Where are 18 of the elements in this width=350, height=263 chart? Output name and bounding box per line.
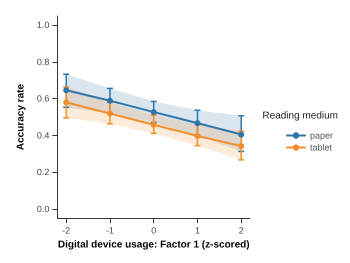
- legend-label: paper: [310, 130, 334, 140]
- point: [238, 143, 244, 150]
- y-tick-label: 0.0: [36, 204, 50, 214]
- x-axis-title: Digital device usage: Factor 1 (z-scored): [58, 240, 250, 250]
- x-tick-label: 0: [151, 226, 156, 236]
- y-tick-label: 0.8: [36, 56, 50, 67]
- y-tick-label: 0.2: [36, 167, 50, 178]
- y-axis-title: Accuracy rate: [16, 84, 26, 150]
- legend-label: tablet: [310, 142, 332, 152]
- y-tick-label: 0.4: [36, 130, 50, 140]
- x-tick-label: -1: [106, 226, 114, 236]
- y-tick-label: 1.0: [36, 20, 50, 30]
- x-tick-label: -2: [62, 226, 70, 236]
- y-tick-label: 0.6: [36, 94, 50, 104]
- legend-title: Reading medium: [262, 110, 338, 122]
- x-tick-label: 2: [238, 226, 244, 236]
- x-tick-label: 1: [194, 226, 200, 236]
- point: [63, 99, 70, 106]
